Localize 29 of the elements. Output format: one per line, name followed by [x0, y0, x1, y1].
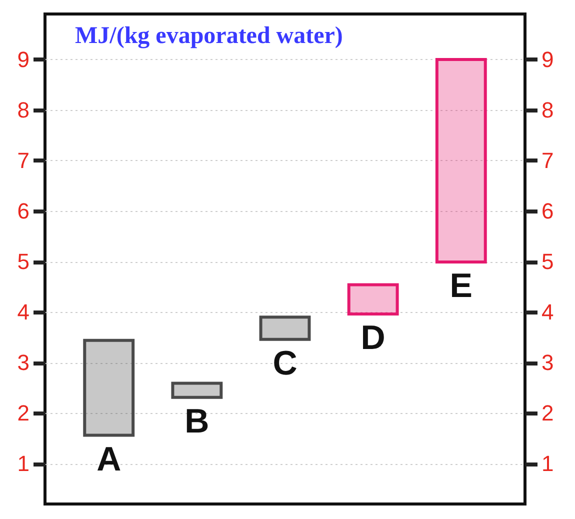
- y2-tick-label: 8: [542, 97, 554, 122]
- y-tick-label: 8: [17, 97, 30, 122]
- x-tick-label: D: [360, 319, 386, 358]
- bar: [347, 283, 399, 316]
- x-tick-label: C: [272, 344, 298, 382]
- y-tick-label: 9: [17, 46, 30, 72]
- y2-tick-label: 4: [542, 300, 554, 325]
- y-tick-label: 7: [17, 148, 30, 173]
- y2-tick-label: 1: [542, 451, 554, 476]
- bar: [171, 382, 223, 399]
- y2-tick-label: 9: [542, 46, 554, 72]
- x-tick-label: E: [450, 267, 472, 306]
- y-tick-label: 2: [17, 400, 30, 426]
- y2-tick-label: 2: [542, 400, 554, 426]
- bar: [435, 58, 487, 264]
- y-tick-label: 5: [17, 249, 30, 274]
- y-tick-label: 6: [17, 198, 30, 224]
- x-tick-label: B: [184, 402, 210, 440]
- x-tick-label: A: [96, 440, 122, 478]
- y-tick-label: 4: [17, 300, 30, 325]
- y2-tick-label: 3: [542, 350, 554, 376]
- y2-tick-label: 5: [542, 249, 554, 274]
- y-tick-label: 1: [17, 451, 30, 476]
- bar: [83, 338, 135, 437]
- y2-tick-label: 6: [542, 198, 554, 224]
- y-tick-label: 3: [17, 350, 30, 376]
- y2-tick-label: 7: [542, 148, 554, 173]
- bar: [259, 316, 311, 341]
- chart-title: MJ/(kg evaporated water): [75, 23, 343, 49]
